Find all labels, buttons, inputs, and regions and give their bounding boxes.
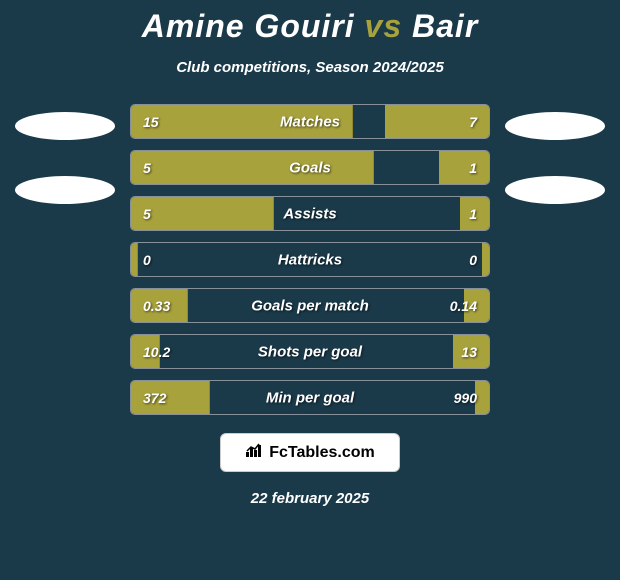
stat-label: Goals per match: [251, 297, 369, 314]
stat-label: Shots per goal: [258, 343, 362, 360]
stat-row: Shots per goal 10.2 13: [130, 334, 490, 369]
stat-value-left: 372: [143, 390, 166, 406]
title: Amine Gouiri vs Bair: [142, 8, 479, 45]
stats-bars: Matches 15 7 Goals 5 1 Assists 5 1 Hattricks 0 0 Goa…: [130, 104, 490, 415]
stat-value-right: 7: [469, 114, 477, 130]
stat-value-right: 990: [454, 390, 477, 406]
player1-name: Amine Gouiri: [142, 8, 355, 44]
stat-value-right: 1: [469, 160, 477, 176]
logo-text: FcTables.com: [269, 444, 375, 462]
stat-value-right: 0.14: [450, 298, 477, 314]
date-label: 22 february 2025: [251, 490, 369, 507]
stat-value-left: 5: [143, 160, 151, 176]
player-placeholder: [15, 176, 115, 204]
comparison-card: Amine Gouiri vs Bair Club competitions, …: [0, 0, 620, 580]
content-area: Matches 15 7 Goals 5 1 Assists 5 1 Hattricks 0 0 Goa…: [0, 104, 620, 415]
stat-value-left: 0.33: [143, 298, 170, 314]
subtitle: Club competitions, Season 2024/2025: [176, 59, 444, 76]
player2-name: Bair: [412, 8, 478, 44]
stat-row: Goals 5 1: [130, 150, 490, 185]
stat-label: Matches: [280, 113, 340, 130]
bar-left: [131, 197, 274, 230]
right-player-images: [490, 104, 620, 204]
stat-value-left: 5: [143, 206, 151, 222]
player-placeholder: [505, 112, 605, 140]
bar-right: [482, 243, 489, 276]
stat-row: Goals per match 0.33 0.14: [130, 288, 490, 323]
stat-label: Min per goal: [266, 389, 354, 406]
stat-row: Matches 15 7: [130, 104, 490, 139]
bar-left: [131, 243, 138, 276]
stat-row: Min per goal 372 990: [130, 380, 490, 415]
stat-value-right: 13: [461, 344, 477, 360]
stat-value-right: 1: [469, 206, 477, 222]
stat-label: Hattricks: [278, 251, 342, 268]
bar-right: [439, 151, 489, 184]
bar-left: [131, 151, 374, 184]
stat-value-left: 15: [143, 114, 159, 130]
player-placeholder: [505, 176, 605, 204]
stat-value-left: 10.2: [143, 344, 170, 360]
chart-icon: [245, 442, 263, 463]
stat-row: Assists 5 1: [130, 196, 490, 231]
source-logo: FcTables.com: [220, 433, 400, 472]
stat-label: Goals: [289, 159, 331, 176]
left-player-images: [0, 104, 130, 204]
vs-text: vs: [365, 8, 403, 44]
stat-row: Hattricks 0 0: [130, 242, 490, 277]
stat-value-left: 0: [143, 252, 151, 268]
stat-value-right: 0: [469, 252, 477, 268]
player-placeholder: [15, 112, 115, 140]
stat-label: Assists: [283, 205, 336, 222]
